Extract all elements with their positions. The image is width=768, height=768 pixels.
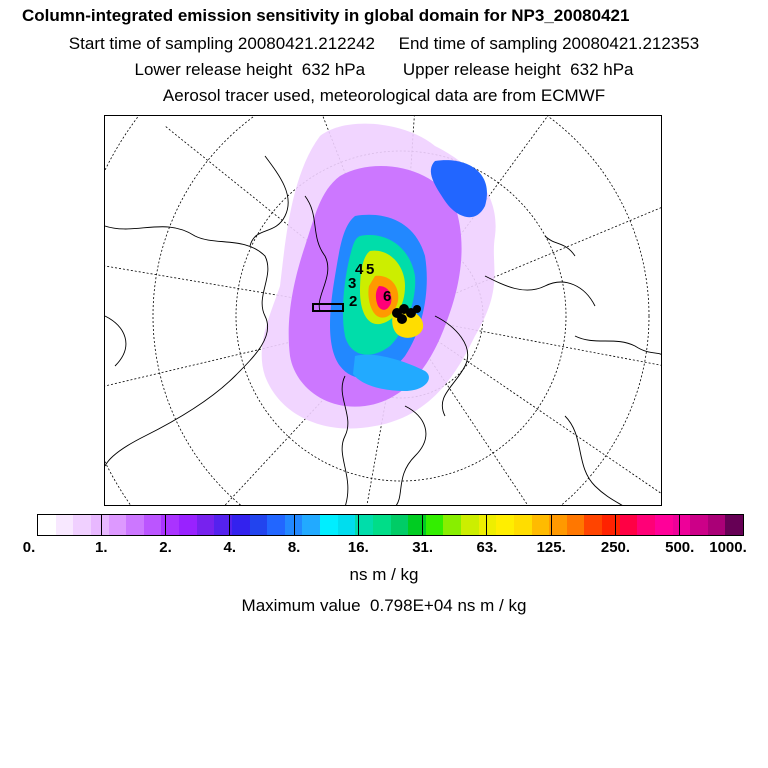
colorbar-cell [126, 515, 144, 535]
colorbar-cell [672, 515, 691, 535]
colorbar-cell [408, 515, 426, 535]
colorbar-tick-label: 31. [412, 539, 434, 556]
colorbar-tick-label: 4. [223, 539, 237, 556]
release-label-4: 4 [355, 261, 364, 278]
colorbar-cell [355, 515, 373, 535]
colorbar-unit: ns m / kg [349, 565, 419, 584]
release-label-5: 5 [366, 261, 374, 278]
colorbar-tick [357, 514, 359, 536]
colorbar-cell [38, 515, 56, 535]
colorbar-tick [229, 514, 231, 536]
colorbar-cell [284, 515, 303, 535]
maximum-value: Maximum value 0.798E+04 ns m / kg [241, 596, 527, 615]
colorbar-tick [679, 514, 681, 536]
colorbar-cell [461, 515, 479, 535]
sampling-time-line: Start time of sampling 20080421.212242 E… [68, 34, 700, 53]
colorbar-cell [372, 515, 391, 535]
sensitivity-field [261, 123, 496, 429]
colorbar-cell [549, 515, 567, 535]
colorbar-cell [425, 515, 444, 535]
release-label-3: 3 [348, 275, 356, 292]
colorbar-cell [390, 515, 409, 535]
colorbar-tick-label: 1. [95, 539, 108, 556]
colorbar-cell [584, 515, 602, 535]
colorbar-cell [73, 515, 91, 535]
plot-title: Column-integrated emission sensitivity i… [22, 6, 630, 25]
polar-map: 2 3 4 5 6 [104, 115, 662, 506]
colorbar-tick-label: 16. [347, 539, 369, 556]
colorbar-cell [513, 515, 532, 535]
colorbar-tick-label: 125. [536, 539, 566, 556]
release-height-line: Lower release height 632 hPa Upper relea… [134, 60, 634, 79]
colorbar-tick-label: 2. [159, 539, 172, 556]
colorbar-cell [55, 515, 74, 535]
release-cluster-icon [392, 304, 421, 324]
colorbar-cell [214, 515, 232, 535]
colorbar-tick [165, 514, 167, 536]
colorbar-tick-label: 250. [600, 539, 631, 556]
colorbar-tick-label: 8. [287, 539, 301, 556]
colorbar-cell [143, 515, 162, 535]
colorbar-tick [293, 514, 295, 536]
colorbar-cell [320, 515, 338, 535]
release-label-6: 6 [383, 288, 391, 305]
colorbar-cell [231, 515, 250, 535]
colorbar-cell [637, 515, 655, 535]
map-svg: 2 3 4 5 6 [105, 116, 661, 505]
release-locations: 2 3 4 5 6 [312, 261, 421, 324]
colorbar-tick [100, 514, 102, 536]
colorbar-tick [422, 514, 424, 536]
colorbar-cell [654, 515, 673, 535]
colorbar-cell [725, 515, 743, 535]
colorbar-cell [619, 515, 638, 535]
colorbar-tick-label: 500. [665, 539, 695, 556]
tracer-info-line: Aerosol tracer used, meteorological data… [162, 86, 606, 105]
colorbar-cell [602, 515, 620, 535]
colorbar-tick-label: 1000. [709, 539, 747, 556]
release-label-2: 2 [349, 293, 357, 310]
colorbar-cell [249, 515, 268, 535]
colorbar-tick-label: 0. [22, 539, 36, 556]
colorbar-cell [196, 515, 215, 535]
colorbar-cell [690, 515, 708, 535]
colorbar-cell [531, 515, 550, 535]
colorbar-cell [179, 515, 197, 535]
coastlines [105, 155, 661, 505]
colorbar-tick-label: 63. [476, 539, 498, 556]
colorbar-cell [90, 515, 109, 535]
colorbar-cell [478, 515, 497, 535]
colorbar-cell [337, 515, 356, 535]
colorbar-tick [486, 514, 488, 536]
colorbar-cell [108, 515, 127, 535]
colorbar-cell [443, 515, 461, 535]
colorbar-cell [161, 515, 179, 535]
release-box [312, 303, 344, 312]
colorbar-tick [614, 514, 616, 536]
colorbar-cell [707, 515, 726, 535]
colorbar-cell [496, 515, 514, 535]
colorbar-cell [566, 515, 585, 535]
colorbar-tick [550, 514, 552, 536]
colorbar-cell [267, 515, 285, 535]
colorbar [37, 514, 744, 536]
colorbar-cell [302, 515, 320, 535]
